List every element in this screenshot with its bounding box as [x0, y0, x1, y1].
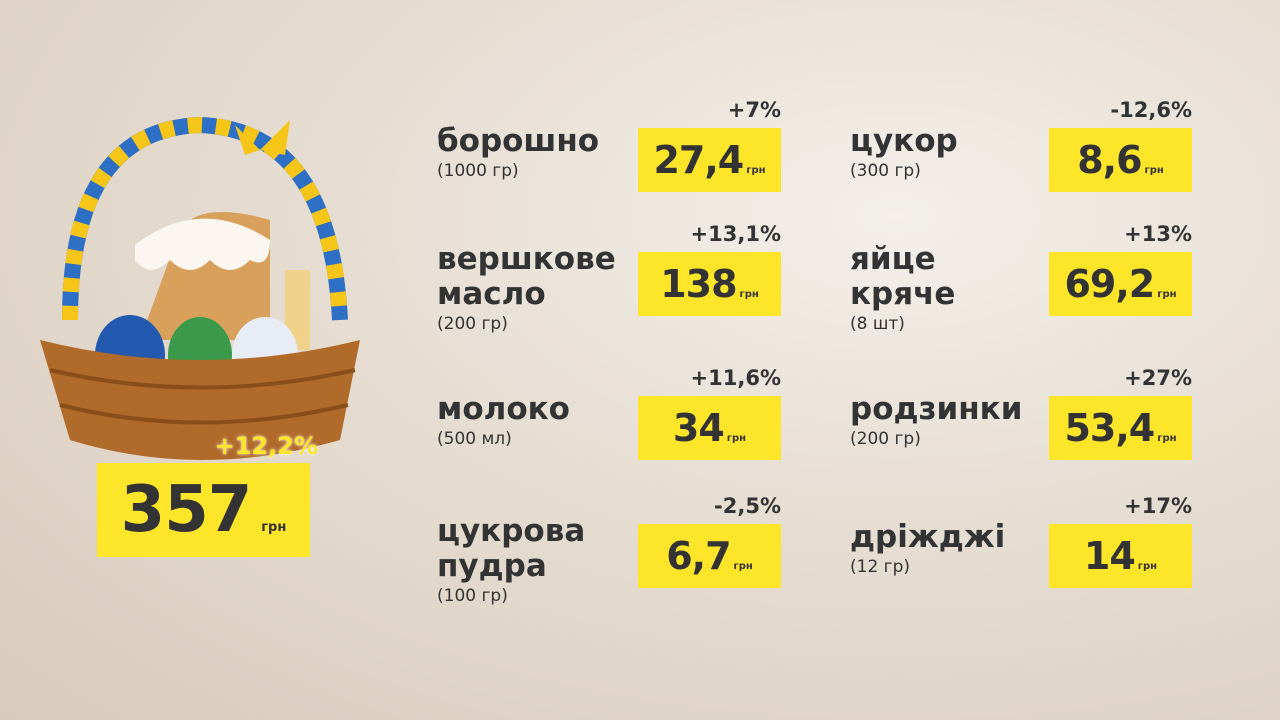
change: -12,6% — [1110, 98, 1192, 122]
item-name: молоко — [437, 391, 570, 427]
price: 8,6 — [1077, 138, 1142, 182]
item-name: пудра — [437, 548, 547, 584]
price: 6,7 — [666, 534, 731, 578]
price-box: 138 грн — [638, 252, 781, 316]
change: +17% — [1124, 494, 1192, 518]
quantity: (500 мл) — [437, 429, 512, 449]
currency: грн — [1137, 561, 1158, 572]
price-box: 34 грн — [638, 396, 781, 460]
item-name: борошно — [437, 123, 600, 159]
item-name: яйце — [850, 241, 936, 277]
currency: грн — [1157, 289, 1177, 300]
change: -2,5% — [714, 494, 781, 518]
price: 14 — [1083, 534, 1136, 578]
quantity: (12 гр) — [850, 557, 911, 577]
price-box: 69,2 грн — [1049, 252, 1192, 316]
basket-illustration — [40, 116, 360, 460]
price-box: 8,6 грн — [1049, 128, 1192, 192]
item-name: родзинки — [850, 391, 1023, 427]
quantity: (8 шт) — [850, 314, 905, 334]
quantity: (300 гр) — [850, 161, 921, 181]
quantity: (1000 гр) — [437, 161, 519, 181]
item-name: вершкове — [437, 241, 616, 277]
price: 69,2 — [1064, 262, 1155, 306]
change: +11,6% — [690, 366, 781, 390]
quantity: (100 гр) — [437, 586, 508, 606]
total-price-box: 357 грн — [97, 463, 310, 557]
price-box: 14 грн — [1049, 524, 1192, 588]
currency: грн — [733, 561, 753, 572]
change: +13% — [1124, 222, 1192, 246]
price: 34 — [672, 406, 725, 450]
item-name: цукор — [850, 123, 958, 159]
item-name: кряче — [850, 276, 956, 312]
item-name: цукрова — [437, 513, 586, 549]
currency: грн — [1157, 433, 1177, 444]
price-box: 53,4 грн — [1049, 396, 1192, 460]
item-name: дріжджі — [850, 519, 1006, 555]
item-name: масло — [437, 276, 546, 312]
currency: грн — [746, 165, 766, 176]
currency: грн — [261, 520, 287, 535]
currency: грн — [739, 289, 759, 300]
currency: грн — [726, 433, 747, 444]
change: +27% — [1124, 366, 1192, 390]
price: 53,4 — [1064, 406, 1155, 450]
quantity: (200 гр) — [437, 314, 508, 334]
total-change: +12,2% — [214, 432, 318, 460]
currency: грн — [1144, 165, 1164, 176]
change: +7% — [727, 98, 781, 122]
price: 27,4 — [653, 138, 744, 182]
price: 138 — [660, 262, 737, 306]
price-box: 6,7 грн — [638, 524, 781, 588]
change: +13,1% — [690, 222, 781, 246]
price-box: 27,4 грн — [638, 128, 781, 192]
quantity: (200 гр) — [850, 429, 921, 449]
total-price: 357 — [120, 473, 253, 547]
